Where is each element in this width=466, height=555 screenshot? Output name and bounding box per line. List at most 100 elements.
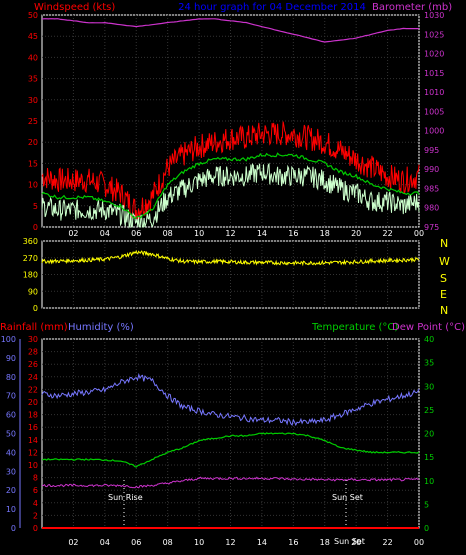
sunset-label: Sun Set (332, 493, 363, 502)
x-tick-label: 06 (131, 538, 141, 547)
compass-e: E (440, 288, 447, 301)
rain-y-tick: 30 (28, 335, 38, 344)
x-tick-label: 14 (257, 229, 267, 238)
series-group (41, 18, 420, 529)
baro-y-tick: 975 (424, 223, 439, 232)
baro-y-tick: 1025 (424, 30, 444, 39)
wind-y-tick: 45 (28, 32, 38, 41)
wind-y-tick: 10 (28, 181, 38, 190)
dir-y-tick: 0 (33, 304, 38, 313)
hum-y-tick: 90 (6, 354, 16, 363)
dewpoint-label: Dew Point (°C) (392, 322, 465, 333)
baro-y-tick: 980 (424, 204, 439, 213)
sunset-axis-label: Sun Set (334, 537, 365, 546)
x-tick-label: 04 (100, 229, 110, 238)
hum-y-tick: 60 (6, 411, 16, 420)
baro-y-tick: 985 (424, 184, 439, 193)
hum-y-tick: 80 (6, 373, 16, 382)
hum-y-tick: 70 (6, 392, 16, 401)
x-tick-label: 22 (382, 538, 392, 547)
rain-y-tick: 18 (28, 411, 38, 420)
windspeed-label: Windspeed (kts) (34, 2, 115, 13)
wind-y-tick: 40 (28, 53, 38, 62)
hum-y-tick: 30 (6, 467, 16, 476)
dir-y-tick: 90 (28, 287, 38, 296)
x-tick-label: 18 (320, 538, 330, 547)
compass-w: W (439, 255, 450, 268)
rain-y-tick: 10 (28, 461, 38, 470)
rain-y-tick: 4 (33, 499, 38, 508)
x-tick-label: 16 (288, 229, 298, 238)
baro-y-tick: 1020 (424, 50, 444, 59)
x-tick-label: 12 (225, 538, 235, 547)
temp-y-tick: 35 (424, 359, 434, 368)
dir-y-tick: 270 (23, 254, 38, 263)
dewpoint-series (41, 476, 419, 489)
compass-n-top: N (440, 237, 448, 250)
temp-y-tick: 10 (424, 477, 434, 486)
x-tick-label: 02 (68, 538, 78, 547)
hum-y-tick: 40 (6, 448, 16, 457)
x-tick-label: 14 (257, 538, 267, 547)
wind-y-tick: 30 (28, 96, 38, 105)
rainfall-label: Rainfall (mm) (0, 322, 68, 333)
baro-y-tick: 995 (424, 146, 439, 155)
axis-ticks: 0202040406060808101012121414161618182020… (1, 11, 445, 547)
wind-y-tick: 25 (28, 117, 38, 126)
rain-y-tick: 8 (33, 474, 38, 483)
low-wind-series (41, 162, 420, 229)
x-tick-label: 20 (351, 229, 361, 238)
sunrise-label: Sun Rise (108, 493, 143, 502)
x-tick-label: 18 (320, 229, 330, 238)
x-tick-label: 08 (163, 538, 173, 547)
temp-y-tick: 15 (424, 453, 434, 462)
compass-n-bottom: N (440, 304, 448, 317)
rain-y-tick: 24 (28, 373, 38, 382)
baro-y-tick: 1015 (424, 69, 444, 78)
compass-s: S (440, 272, 447, 285)
wind-y-tick: 15 (28, 159, 38, 168)
rain-y-tick: 0 (33, 524, 38, 533)
rain-y-tick: 2 (33, 511, 38, 520)
graph-title: 24 hour graph for 04 December 2014 (178, 2, 366, 13)
x-tick-label: 22 (382, 229, 392, 238)
hum-y-tick: 100 (1, 335, 16, 344)
temp-y-tick: 20 (424, 430, 434, 439)
x-tick-label: 12 (225, 229, 235, 238)
rain-y-tick: 26 (28, 360, 38, 369)
temperature-label: Temperature (°C) (311, 322, 398, 333)
avg-wind-series (41, 152, 420, 220)
wind-y-tick: 20 (28, 138, 38, 147)
x-tick-label: 06 (131, 229, 141, 238)
rain-y-tick: 20 (28, 398, 38, 407)
baro-y-tick: 1030 (424, 11, 444, 20)
grid-lines (42, 14, 420, 529)
wind-y-tick: 35 (28, 75, 38, 84)
rain-y-tick: 16 (28, 423, 38, 432)
x-tick-label: 10 (194, 229, 204, 238)
gust-series (41, 121, 420, 221)
x-tick-label: 08 (163, 229, 173, 238)
baro-y-tick: 1005 (424, 107, 444, 116)
x-tick-label: 20 (351, 538, 361, 547)
wind-y-tick: 50 (28, 11, 38, 20)
x-tick-label: 04 (100, 538, 110, 547)
temp-y-tick: 0 (424, 524, 429, 533)
x-tick-label: 16 (288, 538, 298, 547)
baro-y-tick: 1010 (424, 88, 444, 97)
rain-y-tick: 22 (28, 385, 38, 394)
temp-y-tick: 5 (424, 500, 429, 509)
humidity-series (41, 372, 420, 427)
rain-y-tick: 14 (28, 436, 38, 445)
x-tick-label: 02 (68, 229, 78, 238)
temp-y-tick: 40 (424, 335, 434, 344)
hum-y-tick: 50 (6, 430, 16, 439)
x-tick-label: 00 (414, 538, 424, 547)
dir-y-tick: 360 (23, 237, 38, 246)
baro-y-tick: 1000 (424, 127, 444, 136)
rain-y-tick: 12 (28, 448, 38, 457)
dir-y-tick: 180 (23, 271, 38, 280)
temp-y-tick: 30 (424, 382, 434, 391)
baro-y-tick: 990 (424, 165, 439, 174)
